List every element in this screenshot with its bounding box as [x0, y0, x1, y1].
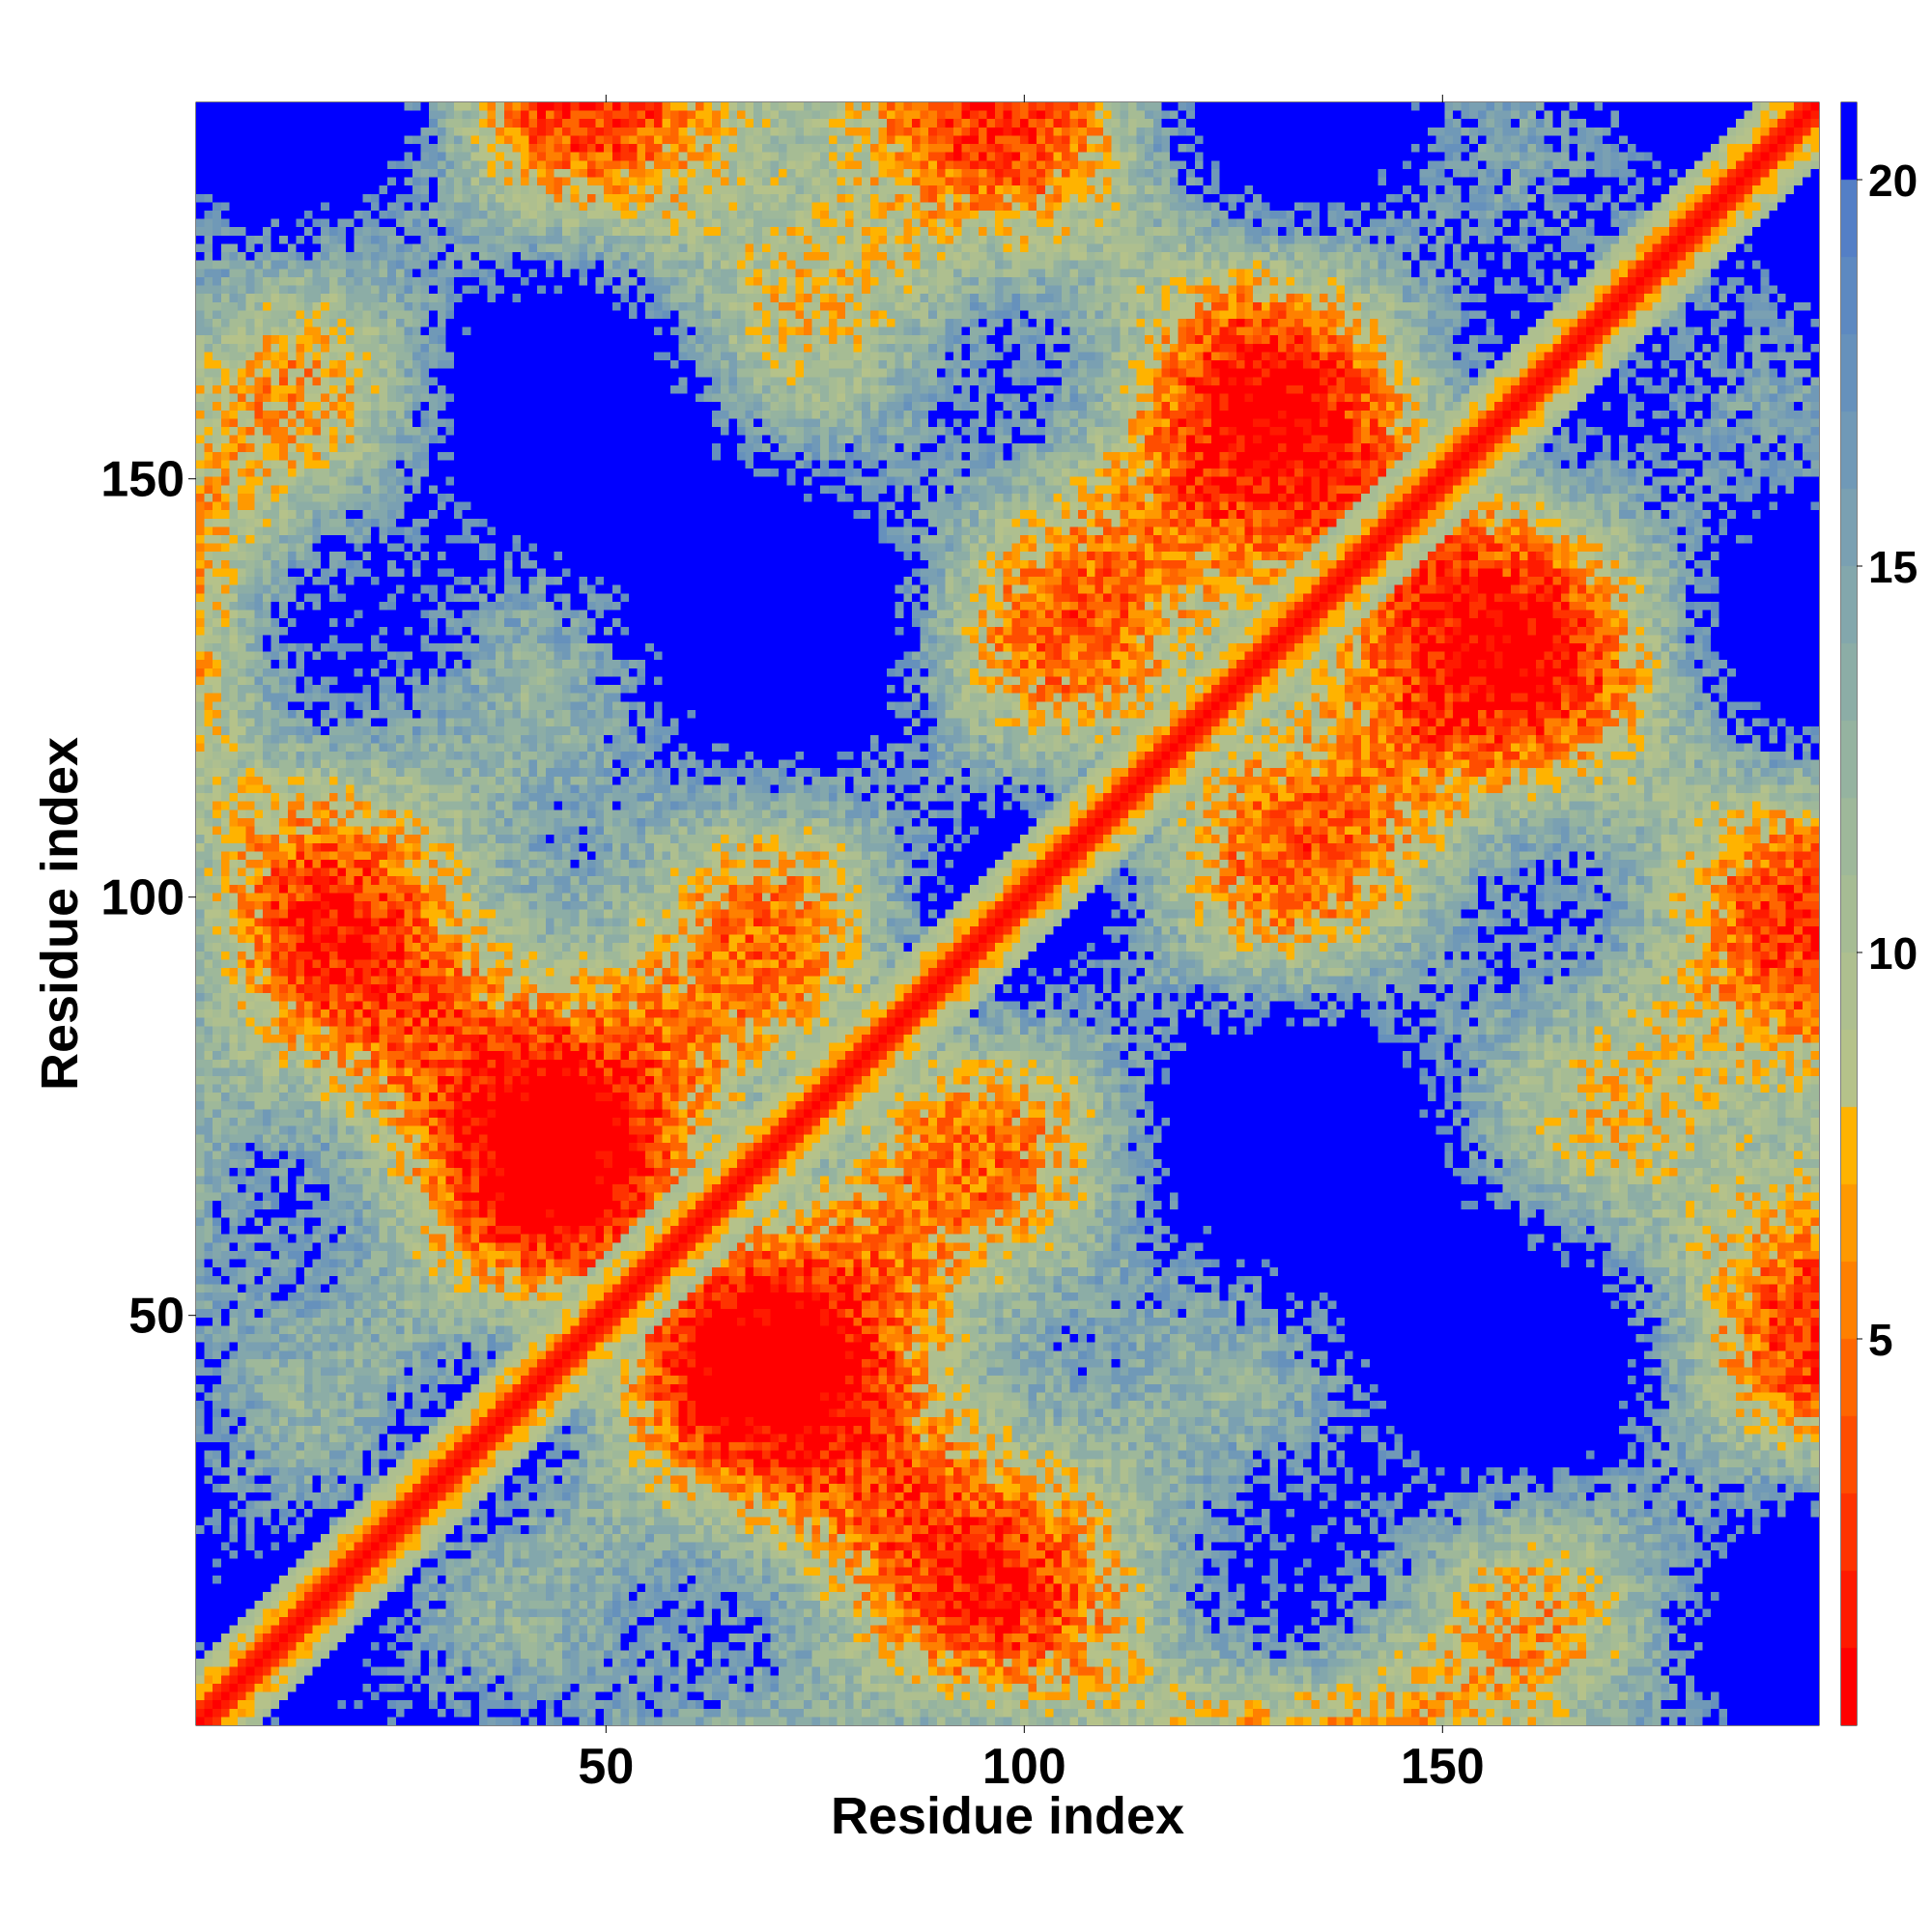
x-tick-label: 50 — [578, 1739, 634, 1795]
x-tick-label: 150 — [1401, 1739, 1485, 1795]
colorbar-canvas — [1841, 102, 1857, 1725]
y-axis-title: Residue index — [31, 737, 89, 1091]
x-axis-title: Residue index — [831, 1787, 1184, 1845]
colorbar-tick-label: 20 — [1868, 156, 1918, 206]
y-tick-label: 100 — [100, 870, 185, 926]
colorbar-tick-label: 15 — [1868, 542, 1918, 592]
x-tick-label: 100 — [982, 1739, 1066, 1795]
y-tick-label: 50 — [128, 1289, 185, 1345]
colorbar-tick-label: 5 — [1868, 1315, 1893, 1365]
y-tick-label: 150 — [100, 452, 185, 508]
colorbar-tick-label: 10 — [1868, 928, 1918, 979]
heatmap-canvas — [196, 102, 1819, 1725]
